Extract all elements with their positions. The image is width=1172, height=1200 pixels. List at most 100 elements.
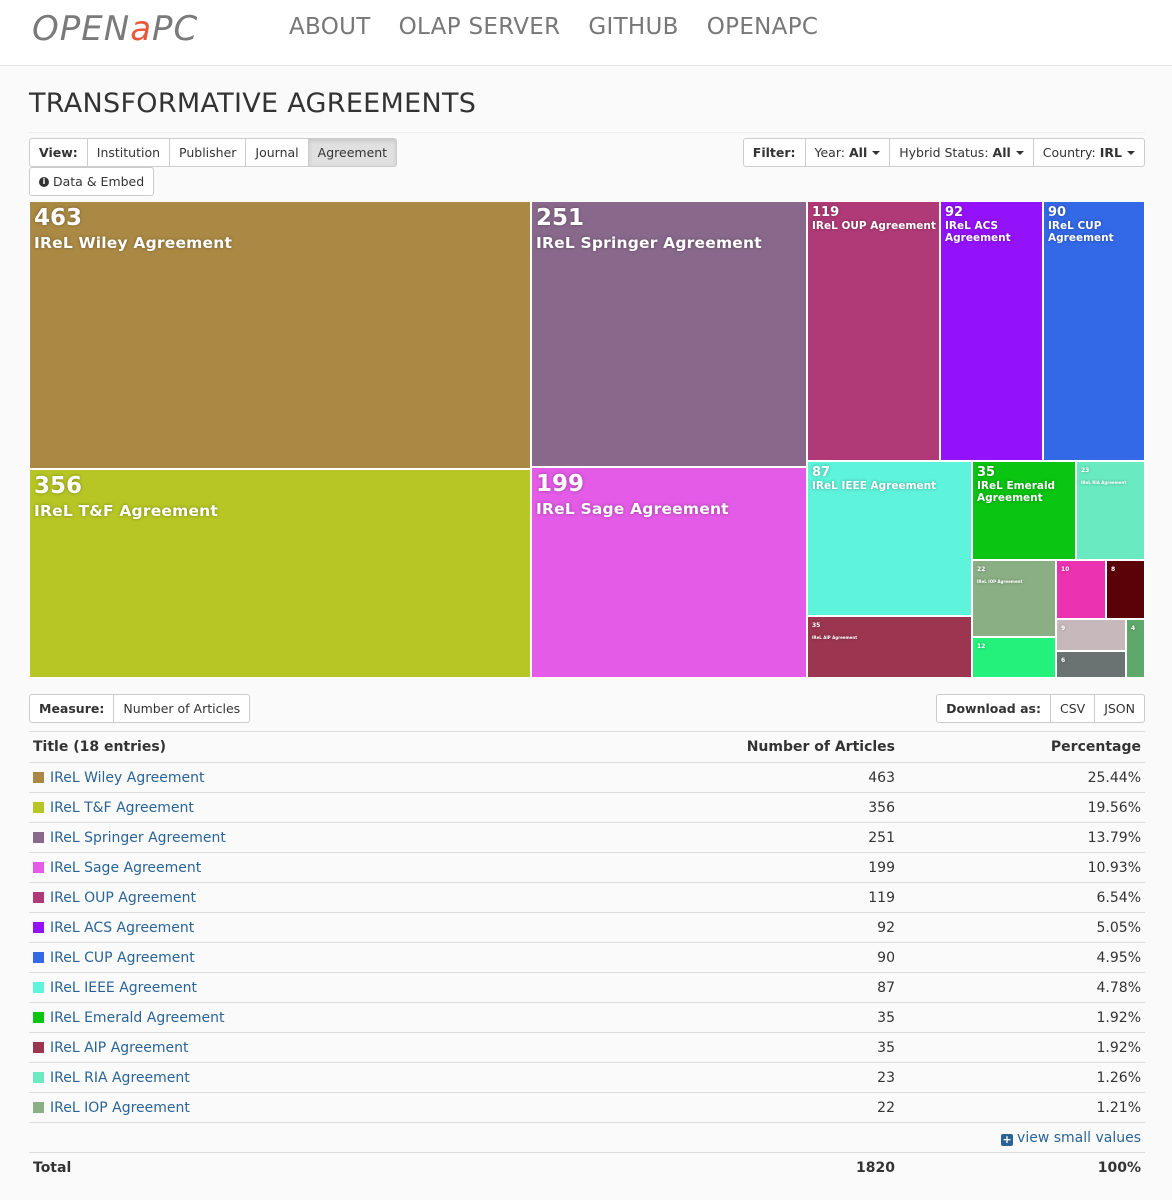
nav-openapc[interactable]: OPENAPC xyxy=(706,14,819,40)
agreement-link[interactable]: IReL T&F Agreement xyxy=(50,799,194,816)
filter-bar: Filter: Year: All Hybrid Status: All Count… xyxy=(742,138,1145,167)
tile-label: IReL Wiley Agreement xyxy=(34,234,233,253)
agreement-link[interactable]: IReL CUP Agreement xyxy=(50,949,195,966)
hybrid-status-filter-dropdown[interactable]: Hybrid Status: All xyxy=(889,138,1034,167)
row-percentage: 19.56% xyxy=(899,792,1145,823)
agreement-link[interactable]: IReL Sage Agreement xyxy=(50,859,202,876)
row-percentage: 1.92% xyxy=(899,1002,1145,1033)
country-filter-label: Country: xyxy=(1042,145,1096,160)
treemap-tile[interactable]: 119 IReL OUP Agreement xyxy=(807,201,940,461)
row-percentage: 13.79% xyxy=(899,822,1145,853)
color-swatch xyxy=(33,921,44,933)
treemap-tile[interactable]: 199 IReL Sage Agreement xyxy=(531,467,807,678)
data-embed-button[interactable]: i Data & Embed xyxy=(29,167,155,196)
treemap-tile[interactable]: 35 IReL Emerald Agreement xyxy=(972,461,1076,560)
row-count: 251 xyxy=(699,822,899,853)
tile-label: IReL Sage Agreement xyxy=(536,500,729,519)
download-csv-button[interactable]: CSV xyxy=(1049,694,1096,723)
row-count: 35 xyxy=(699,1032,899,1063)
treemap-tile[interactable]: 9 xyxy=(1056,619,1126,651)
row-title: IReL Sage Agreement xyxy=(29,852,699,883)
header-title[interactable]: Title (18 entries) xyxy=(29,731,699,763)
agreement-link[interactable]: IReL ACS Agreement xyxy=(50,919,195,936)
agreement-link[interactable]: IReL Emerald Agreement xyxy=(50,1009,225,1026)
download-bar: Download as: CSV JSON xyxy=(936,694,1145,723)
view-publisher-button[interactable]: Publisher xyxy=(169,138,247,167)
treemap-tile[interactable]: 463 IReL Wiley Agreement xyxy=(29,201,531,469)
treemap-chart: 463 IReL Wiley Agreement 356 IReL T&F Agree… xyxy=(29,201,1145,678)
download-json-button[interactable]: JSON xyxy=(1094,694,1145,723)
row-count: 87 xyxy=(699,972,899,1003)
treemap-tile[interactable]: 23 IReL RIA Agreement xyxy=(1076,461,1145,560)
agreement-link[interactable]: IReL OUP Agreement xyxy=(50,889,197,906)
logo-text-a: a xyxy=(130,9,153,49)
treemap-tile[interactable]: 356 IReL T&F Agreement xyxy=(29,469,531,678)
nav-olap-server[interactable]: OLAP SERVER xyxy=(398,14,561,40)
view-journal-button[interactable]: Journal xyxy=(245,138,309,167)
country-filter-value: IRL xyxy=(1099,145,1122,160)
year-filter-label: Year: xyxy=(814,145,845,160)
openapc-logo[interactable]: OPEN a PC xyxy=(32,9,198,49)
treemap-tile[interactable]: 6 xyxy=(1056,651,1126,678)
table-row: IReL CUP Agreement 90 4.95% xyxy=(29,942,1145,973)
color-swatch xyxy=(33,801,44,813)
treemap-tile[interactable]: 4 xyxy=(1126,619,1145,678)
row-title: IReL CUP Agreement xyxy=(29,942,699,973)
measure-selector: Measure: Number of Articles xyxy=(29,694,251,723)
tile-value: 199 xyxy=(536,471,585,497)
tile-value: 35 xyxy=(977,465,996,480)
total-row: Total 1820 100% xyxy=(29,1152,1145,1183)
nav-github[interactable]: GITHUB xyxy=(588,14,679,40)
treemap-tile[interactable]: 12 xyxy=(972,637,1056,678)
agreement-link[interactable]: IReL AIP Agreement xyxy=(50,1039,189,1056)
table-row: IReL T&F Agreement 356 19.56% xyxy=(29,792,1145,823)
treemap-tile[interactable]: 10 xyxy=(1056,560,1106,619)
country-filter-dropdown[interactable]: Country: IRL xyxy=(1032,138,1145,167)
treemap-tile[interactable]: 8 xyxy=(1106,560,1145,619)
row-count: 199 xyxy=(699,852,899,883)
table-row: IReL IEEE Agreement 87 4.78% xyxy=(29,972,1145,1003)
table-row: IReL Springer Agreement 251 13.79% xyxy=(29,822,1145,853)
tile-label xyxy=(1057,633,1125,639)
agreement-link[interactable]: IReL IEEE Agreement xyxy=(50,979,197,996)
tile-label: IReL ACS Agreement xyxy=(945,220,1011,244)
color-swatch xyxy=(33,1071,44,1083)
divider xyxy=(29,132,1145,133)
treemap-tile[interactable]: 92 IReL ACS Agreement xyxy=(940,201,1043,461)
treemap-tile[interactable]: 251 IReL Springer Agreement xyxy=(531,201,807,467)
header-number-of-articles[interactable]: Number of Articles xyxy=(699,731,899,763)
tile-value: 87 xyxy=(812,465,831,480)
treemap-tile[interactable]: 22 IReL IOP Agreement xyxy=(972,560,1056,637)
view-selector: View: Institution Publisher Journal Agre… xyxy=(29,138,398,167)
nav-about[interactable]: ABOUT xyxy=(289,14,371,40)
caret-down-icon xyxy=(1127,150,1135,155)
row-title: IReL RIA Agreement xyxy=(29,1062,699,1093)
treemap-tile[interactable]: 35 IReL AIP Agreement xyxy=(807,616,972,678)
navbar: OPEN a PC ABOUT OLAP SERVER GITHUB OPENAP… xyxy=(0,0,1172,66)
row-title: IReL ACS Agreement xyxy=(29,912,699,943)
table-row: IReL ACS Agreement 92 5.05% xyxy=(29,912,1145,943)
tile-value: 9 xyxy=(1061,625,1066,632)
tile-label xyxy=(1107,574,1144,580)
table-row: IReL Emerald Agreement 35 1.92% xyxy=(29,1002,1145,1033)
tile-value: 23 xyxy=(1081,467,1090,474)
view-institution-button[interactable]: Institution xyxy=(86,138,171,167)
row-title: IReL Springer Agreement xyxy=(29,822,699,853)
agreement-link[interactable]: IReL Wiley Agreement xyxy=(50,769,205,786)
agreement-link[interactable]: IReL RIA Agreement xyxy=(50,1069,190,1086)
header-percentage[interactable]: Percentage xyxy=(899,731,1145,763)
color-swatch xyxy=(33,1011,44,1023)
tile-value: 356 xyxy=(34,473,83,499)
view-small-values-link[interactable]: + view small values xyxy=(1001,1130,1141,1146)
year-filter-dropdown[interactable]: Year: All xyxy=(804,138,891,167)
view-small-values-row: + view small values xyxy=(29,1122,1145,1153)
tile-value: 10 xyxy=(1061,566,1070,573)
row-percentage: 5.05% xyxy=(899,912,1145,943)
row-title: IReL T&F Agreement xyxy=(29,792,699,823)
measure-number-of-articles-button[interactable]: Number of Articles xyxy=(113,694,251,723)
view-agreement-button[interactable]: Agreement xyxy=(307,138,398,167)
treemap-tile[interactable]: 87 IReL IEEE Agreement xyxy=(807,461,972,616)
agreement-link[interactable]: IReL IOP Agreement xyxy=(50,1099,190,1116)
agreement-link[interactable]: IReL Springer Agreement xyxy=(50,829,226,846)
treemap-tile[interactable]: 90 IReL CUP Agreement xyxy=(1043,201,1145,461)
